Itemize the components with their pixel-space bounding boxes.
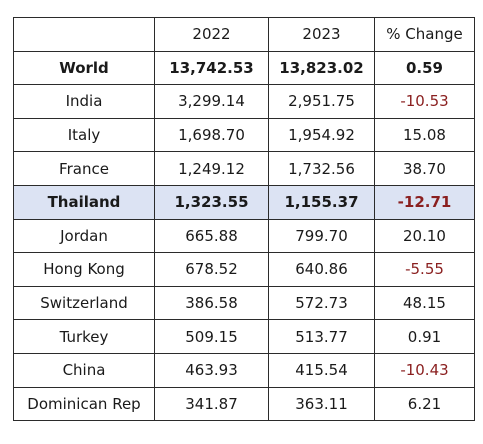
cell-country: France — [13, 151, 155, 186]
cell-2023: 1,954.92 — [268, 117, 375, 153]
cell-2023: 1,155.37 — [268, 184, 375, 220]
cell-country: Hong Kong — [13, 252, 155, 287]
header-row: 2022 2023 % Change — [13, 17, 475, 52]
cell-change: 15.08 — [374, 117, 475, 153]
cell-change: 20.10 — [374, 218, 475, 254]
header-country — [13, 17, 155, 52]
cell-change: -5.55 — [374, 252, 475, 287]
cell-2022: 463.93 — [154, 352, 269, 388]
cell-change: 0.91 — [374, 319, 475, 354]
cell-2022: 509.15 — [154, 319, 269, 354]
data-table-container: 2022 2023 % Change World 13,742.53 13,82… — [13, 17, 475, 422]
cell-country: China — [13, 352, 155, 388]
cell-country: Dominican Rep — [13, 386, 155, 422]
cell-2023: 799.70 — [268, 218, 375, 254]
cell-2022: 3,299.14 — [154, 84, 269, 119]
cell-2022: 13,742.53 — [154, 50, 269, 86]
header-2023: 2023 — [268, 17, 375, 52]
cell-2022: 1,698.70 — [154, 117, 269, 153]
table-row-italy: Italy 1,698.70 1,954.92 15.08 — [13, 117, 475, 153]
header-2022: 2022 — [154, 17, 269, 52]
cell-change: -12.71 — [374, 184, 475, 220]
cell-change: 0.59 — [374, 50, 475, 86]
table-row-hong-kong: Hong Kong 678.52 640.86 -5.55 — [13, 252, 475, 287]
cell-country: Turkey — [13, 319, 155, 354]
cell-2023: 572.73 — [268, 285, 375, 321]
cell-country: India — [13, 84, 155, 119]
cell-2022: 341.87 — [154, 386, 269, 422]
table-row-thailand: Thailand 1,323.55 1,155.37 -12.71 — [13, 184, 475, 220]
table-row-china: China 463.93 415.54 -10.43 — [13, 352, 475, 388]
cell-2023: 13,823.02 — [268, 50, 375, 86]
table-row-switzerland: Switzerland 386.58 572.73 48.15 — [13, 285, 475, 321]
cell-change: 48.15 — [374, 285, 475, 321]
cell-country: Thailand — [13, 184, 155, 220]
cell-2023: 2,951.75 — [268, 84, 375, 119]
data-table: 2022 2023 % Change World 13,742.53 13,82… — [13, 17, 475, 422]
cell-2023: 513.77 — [268, 319, 375, 354]
cell-change: 38.70 — [374, 151, 475, 186]
cell-2023: 363.11 — [268, 386, 375, 422]
cell-country: Switzerland — [13, 285, 155, 321]
cell-country: Italy — [13, 117, 155, 153]
table-row-france: France 1,249.12 1,732.56 38.70 — [13, 151, 475, 186]
table-row-india: India 3,299.14 2,951.75 -10.53 — [13, 84, 475, 119]
table-row-dominican-rep: Dominican Rep 341.87 363.11 6.21 — [13, 386, 475, 422]
cell-change: -10.53 — [374, 84, 475, 119]
cell-change: -10.43 — [374, 352, 475, 388]
table-row-jordan: Jordan 665.88 799.70 20.10 — [13, 218, 475, 254]
cell-2023: 640.86 — [268, 252, 375, 287]
table-row-world: World 13,742.53 13,823.02 0.59 — [13, 50, 475, 86]
cell-2023: 1,732.56 — [268, 151, 375, 186]
cell-2022: 678.52 — [154, 252, 269, 287]
cell-change: 6.21 — [374, 386, 475, 422]
cell-2023: 415.54 — [268, 352, 375, 388]
cell-country: World — [13, 50, 155, 86]
table-row-turkey: Turkey 509.15 513.77 0.91 — [13, 319, 475, 354]
cell-2022: 1,323.55 — [154, 184, 269, 220]
cell-2022: 665.88 — [154, 218, 269, 254]
cell-2022: 386.58 — [154, 285, 269, 321]
cell-2022: 1,249.12 — [154, 151, 269, 186]
header-change: % Change — [374, 17, 475, 52]
cell-country: Jordan — [13, 218, 155, 254]
